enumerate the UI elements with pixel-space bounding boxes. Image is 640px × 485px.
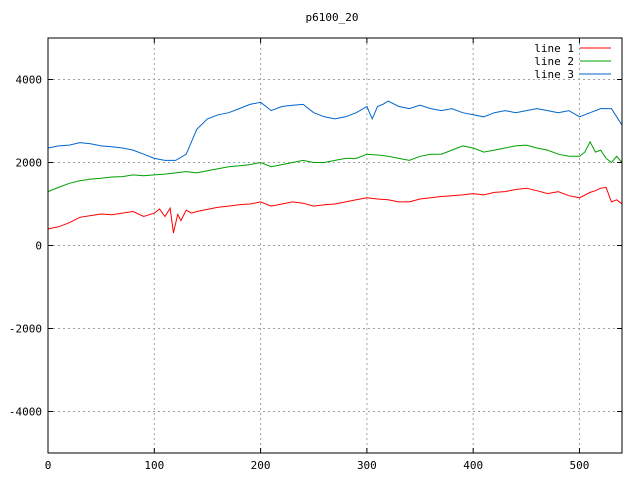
x-tick-label: 0: [45, 459, 52, 472]
x-tick-label: 100: [144, 459, 164, 472]
series-line-3: [47, 100, 623, 161]
series-lines: [47, 100, 623, 234]
x-tick-label: 300: [357, 459, 377, 472]
x-tick-label: 400: [463, 459, 483, 472]
legend-label: line 1: [534, 42, 574, 55]
series-line-2: [47, 140, 623, 193]
grid-lines: [48, 38, 622, 453]
x-tick-label: 500: [570, 459, 590, 472]
x-tick-label: 200: [251, 459, 271, 472]
y-tick-label: 2000: [16, 157, 43, 170]
y-tick-label: -2000: [9, 323, 42, 336]
series-line-1: [47, 186, 623, 234]
legend-label: line 2: [534, 55, 574, 68]
legend-label: line 3: [534, 68, 574, 81]
y-tick-label: 4000: [16, 74, 43, 87]
axis-ticks: 0 100 200 300 400 500 -4000 -2000 0 2000 4000: [9, 38, 622, 472]
chart-title: p6100_20: [306, 11, 359, 24]
y-tick-label: 0: [35, 240, 42, 253]
y-tick-label: -4000: [9, 406, 42, 419]
